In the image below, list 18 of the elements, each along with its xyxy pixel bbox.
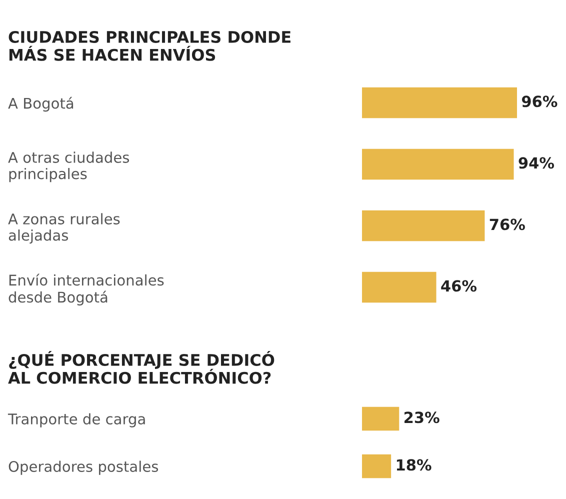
data-label: 76%: [490, 218, 525, 230]
text: ¿QUÉ PORCENTAJE SE DEDICÓ AL COMERCIO ELECTRÓNICO?: [8, 351, 274, 384]
bar: [362, 87, 517, 118]
data-label: 46%: [441, 280, 477, 292]
y-tick-label: Operadores postales: [8, 460, 158, 475]
y-tick-label: Tranporte de carga: [8, 413, 145, 428]
bar: [362, 272, 436, 303]
bar: [362, 148, 514, 180]
data-label: 94%: [518, 157, 554, 169]
data-label: 18%: [396, 459, 432, 471]
y-tick-label: A Bogotá: [8, 96, 74, 112]
y-tick-label: A otras ciudades principales: [8, 152, 130, 182]
bar: [362, 210, 485, 242]
y-tick-label: Envío internacionales desde Bogotá: [8, 274, 164, 306]
data-label: 23%: [404, 412, 440, 424]
data-label: 96%: [522, 96, 558, 108]
y-tick-label: A zonas rurales alejadas: [8, 213, 120, 244]
text: CIUDADES PRINCIPALES DONDE MÁS SE HACEN ENVÍOS: [8, 30, 290, 61]
